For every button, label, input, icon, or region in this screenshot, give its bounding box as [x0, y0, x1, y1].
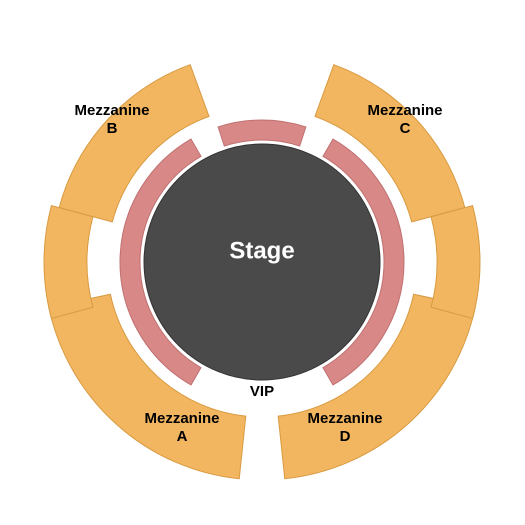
stage-circle[interactable]: [144, 144, 380, 380]
mezzanine-section-right-side[interactable]: [431, 206, 480, 319]
chart-svg: [0, 0, 525, 525]
mezzanine-section-left-side[interactable]: [44, 206, 93, 319]
seating-chart: Stage VIP MezzanineAMezzanineDMezzanineB…: [0, 0, 525, 525]
vip-section-1[interactable]: [218, 120, 306, 146]
